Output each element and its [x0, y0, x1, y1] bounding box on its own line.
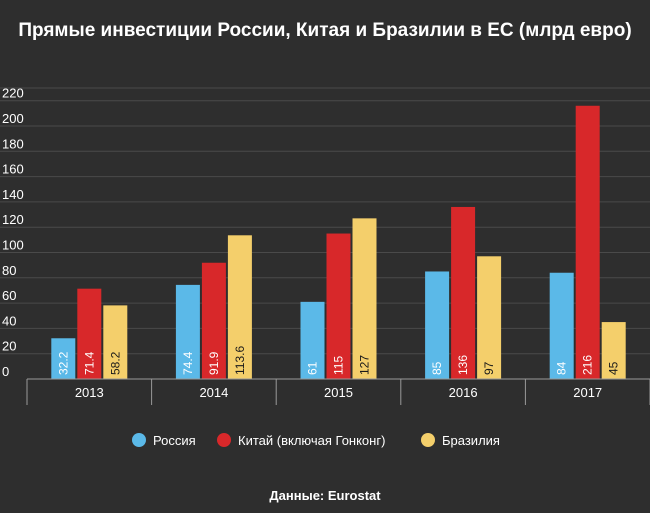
data-label: 61: [306, 361, 320, 375]
data-label: 32.2: [56, 351, 70, 375]
x-tick-label: 2015: [324, 385, 353, 400]
data-label: 127: [358, 355, 372, 375]
bar-2016-0: [425, 271, 450, 379]
bar-2016-2: [477, 256, 502, 379]
legend-label: Китай (включая Гонконг): [238, 433, 385, 448]
y-tick-label: 140: [2, 187, 24, 202]
y-tick-label: 220: [2, 86, 24, 101]
y-tick-label: 60: [2, 288, 16, 303]
data-label: 216: [581, 355, 595, 375]
data-labels: 32.2 71.4 58.2 74.4 91.9 113.6 61 115 127 85 136 97…: [56, 346, 620, 375]
y-tick-label: 80: [2, 263, 16, 278]
data-label: 115: [332, 356, 346, 375]
legend-label: Россия: [153, 433, 196, 448]
bar-2015-0: [300, 301, 325, 379]
bar-2013-1: [77, 288, 102, 379]
bar-2017-1: [575, 105, 600, 379]
y-tick-label: 40: [2, 313, 16, 328]
data-label: 58.2: [108, 351, 122, 375]
bar-2015-2: [352, 218, 377, 379]
data-label: 97: [482, 361, 496, 375]
bar-2014-0: [175, 284, 200, 379]
data-label: 84: [555, 361, 569, 375]
y-tick-label: 160: [2, 162, 24, 177]
y-tick-label: 0: [2, 364, 9, 379]
x-tick-label: 2014: [199, 385, 228, 400]
bar-2013-2: [103, 305, 128, 379]
y-tick-label: 20: [2, 339, 16, 354]
data-label: 45: [607, 361, 621, 375]
legend: Россия Китай (включая Гонконг) Бразилия: [132, 433, 500, 448]
legend-marker: [132, 433, 146, 447]
y-tick-label: 120: [2, 212, 24, 227]
bar-2013-0: [51, 338, 76, 379]
bar-2015-1: [326, 233, 351, 379]
x-tick-label: 2016: [449, 385, 478, 400]
x-axis: 2013 2014 2015 2016 2017: [26, 378, 650, 405]
bar-2014-2: [227, 235, 252, 379]
y-tick-label: 200: [2, 111, 24, 126]
y-axis-ticks: 0 20 40 60 80 100 120 140 160 180 200 220: [2, 86, 24, 379]
bar-2016-1: [451, 206, 476, 379]
bars: [51, 105, 626, 379]
bar-2017-0: [549, 272, 574, 379]
data-label: 85: [430, 361, 444, 375]
data-label: 71.4: [82, 351, 96, 375]
bar-2014-1: [201, 262, 226, 379]
y-tick-label: 100: [2, 238, 24, 253]
data-label: 91.9: [207, 351, 221, 375]
chart-title: Прямые инвестиции России, Китая и Бразил…: [18, 20, 631, 41]
x-tick-label: 2017: [573, 385, 602, 400]
bar-2017-2: [601, 322, 626, 379]
x-tick-label: 2013: [75, 385, 104, 400]
data-label: 113.6: [233, 346, 247, 375]
legend-marker: [421, 433, 435, 447]
source-note: Данные: Eurostat: [269, 488, 381, 503]
legend-label: Бразилия: [442, 433, 500, 448]
legend-marker: [217, 433, 231, 447]
y-tick-label: 180: [2, 136, 24, 151]
data-label: 74.4: [181, 351, 195, 375]
data-label: 136: [456, 355, 470, 375]
